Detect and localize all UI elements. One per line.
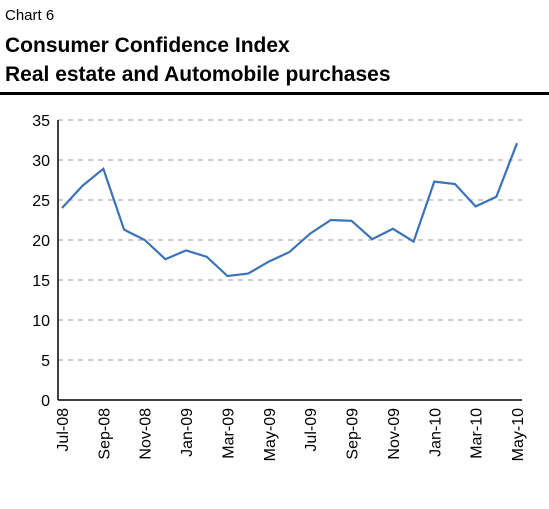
x-tick-label: Sep-08 [96,408,113,460]
x-tick-label: Sep-09 [345,408,362,460]
y-tick-label: 25 [32,193,50,210]
x-tick-label: Mar-10 [469,408,486,459]
y-tick-label: 20 [32,233,50,250]
x-tick-label: Jan-09 [179,408,196,457]
chart-title: Consumer Confidence Index [5,34,290,57]
x-tick-label: Nov-09 [386,408,403,460]
y-tick-label: 5 [41,353,50,370]
title-rule [0,92,549,95]
x-tick-label: May-10 [510,408,527,461]
y-tick-label: 10 [32,313,50,330]
y-tick-label: 30 [32,153,50,170]
x-tick-label: Nov-08 [138,408,155,460]
x-tick-label: May-09 [262,408,279,461]
y-tick-label: 15 [32,273,50,290]
y-tick-label: 35 [32,113,50,130]
x-tick-label: Jul-08 [55,408,72,452]
line-series [61,142,519,278]
x-tick-label: Mar-09 [220,408,237,459]
y-tick-label: 0 [41,393,50,410]
x-tick-label: Jul-09 [303,408,320,452]
chart-label: Chart 6 [5,7,54,24]
chart-subtitle: Real estate and Automobile purchases [5,63,391,86]
x-tick-label: Jan-10 [427,408,444,457]
